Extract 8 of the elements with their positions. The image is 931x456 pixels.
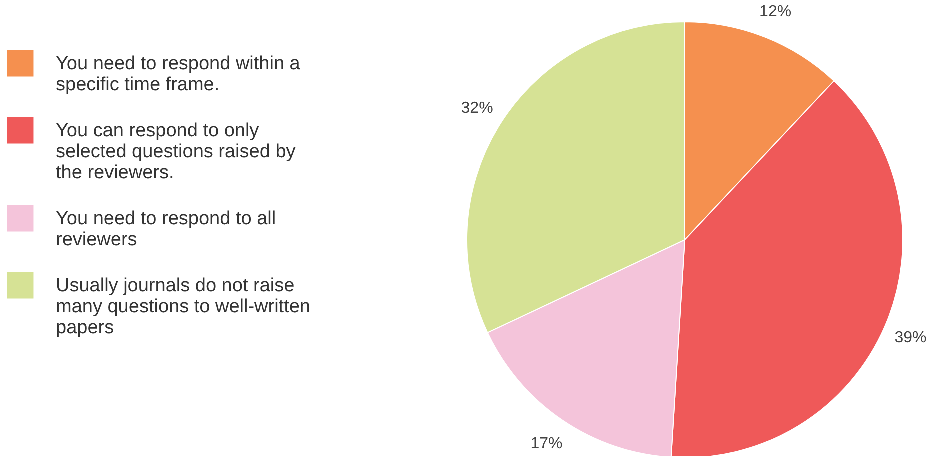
data-label: 12% bbox=[760, 3, 792, 20]
data-label: 39% bbox=[894, 330, 927, 347]
data-label: 32% bbox=[461, 100, 494, 118]
data-label: 17% bbox=[530, 435, 563, 452]
legend-label: You can respond to only selected questions raised by the reviewers. bbox=[56, 120, 296, 184]
legend-label: Usually journals do not raise many questions to well-written papers bbox=[56, 276, 310, 338]
legend-label: You need to respond to all reviewers bbox=[56, 208, 276, 250]
legend-label: You need to respond within a specific time frame. bbox=[56, 54, 301, 96]
